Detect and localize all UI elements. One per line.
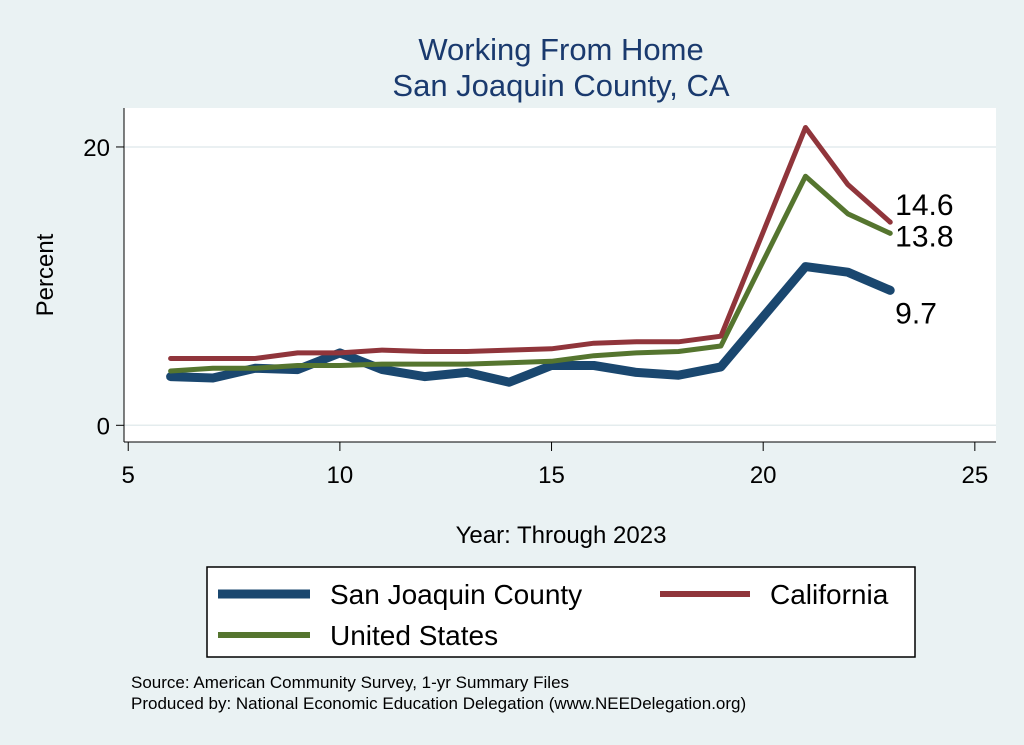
axes <box>116 108 996 451</box>
end-label-united-states: 13.8 <box>895 220 953 253</box>
x-tick-label: 15 <box>538 462 565 489</box>
x-tick-label: 20 <box>750 462 777 489</box>
series-line-california <box>168 125 893 361</box>
x-tick-label: 25 <box>961 462 988 489</box>
x-tick-label: 10 <box>327 462 354 489</box>
end-labels: 9.7 13.814.6 <box>887 189 954 330</box>
source-note: Source: American Community Survey, 1-yr … <box>131 673 569 692</box>
series-end-point <box>887 230 893 236</box>
y-tick-label: 20 <box>83 135 110 162</box>
series-lines <box>166 125 895 387</box>
series-end-point <box>887 287 893 293</box>
y-tick-label: 0 <box>97 413 110 440</box>
tick-labels: 0 20 5 10 15 20 25 <box>83 135 988 489</box>
x-axis-title: Year: Through 2023 <box>456 522 667 549</box>
end-label-california: 14.6 <box>895 189 953 222</box>
legend-label-san-joaquin-county: San Joaquin County <box>330 579 582 610</box>
series-end-point <box>887 219 893 225</box>
chart-title-line-2: San Joaquin County, CA <box>392 68 730 103</box>
chart-title-line-1: Working From Home <box>418 32 703 67</box>
legend: San Joaquin County California United State… <box>206 566 916 658</box>
grid-lines <box>124 146 996 427</box>
legend-label-united-states: United States <box>330 620 498 651</box>
series-line-united-states <box>168 173 893 374</box>
legend-label-california: California <box>770 579 889 610</box>
y-axis-title: Percent <box>32 233 59 316</box>
produced-by-note: Produced by: National Economic Education… <box>131 694 746 713</box>
x-tick-label: 5 <box>122 462 135 489</box>
end-label-san-joaquin-county: 9.7 <box>895 297 937 330</box>
series-line-san-joaquin-county <box>166 262 895 387</box>
legend-box <box>206 566 916 658</box>
